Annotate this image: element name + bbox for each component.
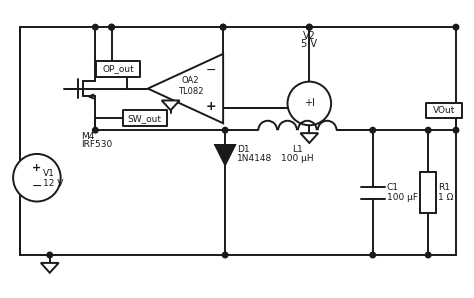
Circle shape <box>220 24 226 30</box>
Text: SW_out: SW_out <box>128 114 162 123</box>
Circle shape <box>370 128 375 133</box>
Text: 12 V: 12 V <box>43 179 63 188</box>
Text: L1: L1 <box>292 145 303 154</box>
Polygon shape <box>148 54 223 123</box>
Circle shape <box>288 82 331 125</box>
Circle shape <box>453 24 459 30</box>
Circle shape <box>92 24 98 30</box>
Bar <box>420 172 436 213</box>
Polygon shape <box>301 133 318 143</box>
Text: D1: D1 <box>237 145 250 153</box>
Text: 1N4148: 1N4148 <box>237 154 272 163</box>
Text: V1: V1 <box>43 169 55 178</box>
Bar <box>426 103 462 118</box>
Polygon shape <box>215 145 235 165</box>
Circle shape <box>92 128 98 133</box>
Text: C1: C1 <box>387 183 399 192</box>
Circle shape <box>426 128 431 133</box>
Circle shape <box>307 24 312 30</box>
Circle shape <box>13 154 61 201</box>
Text: V2: V2 <box>303 31 316 41</box>
Circle shape <box>453 128 459 133</box>
Text: 1 Ω: 1 Ω <box>438 193 454 202</box>
Text: IRF530: IRF530 <box>82 140 113 149</box>
Polygon shape <box>41 263 59 273</box>
Text: +I: +I <box>304 98 315 108</box>
Text: M4: M4 <box>82 132 95 141</box>
Text: −: − <box>32 180 42 193</box>
Polygon shape <box>162 100 180 110</box>
Circle shape <box>370 252 375 258</box>
Circle shape <box>222 128 228 133</box>
Bar <box>96 61 140 77</box>
Circle shape <box>109 24 114 30</box>
Text: TL082: TL082 <box>178 87 203 96</box>
Text: OA2: OA2 <box>182 76 199 85</box>
Text: R1: R1 <box>438 183 450 192</box>
Text: +: + <box>32 163 42 173</box>
Circle shape <box>220 24 226 30</box>
Text: 5 V: 5 V <box>301 39 317 49</box>
Text: VOut: VOut <box>433 106 455 115</box>
Text: 100 μH: 100 μH <box>281 154 314 163</box>
Circle shape <box>307 24 312 30</box>
Text: −: − <box>206 64 217 77</box>
Text: OP_out: OP_out <box>102 64 134 73</box>
Circle shape <box>222 252 228 258</box>
Circle shape <box>47 252 53 258</box>
Text: 100 μF: 100 μF <box>387 193 418 202</box>
Circle shape <box>109 24 114 30</box>
Bar <box>123 110 167 126</box>
Text: +: + <box>206 100 217 113</box>
Circle shape <box>426 252 431 258</box>
